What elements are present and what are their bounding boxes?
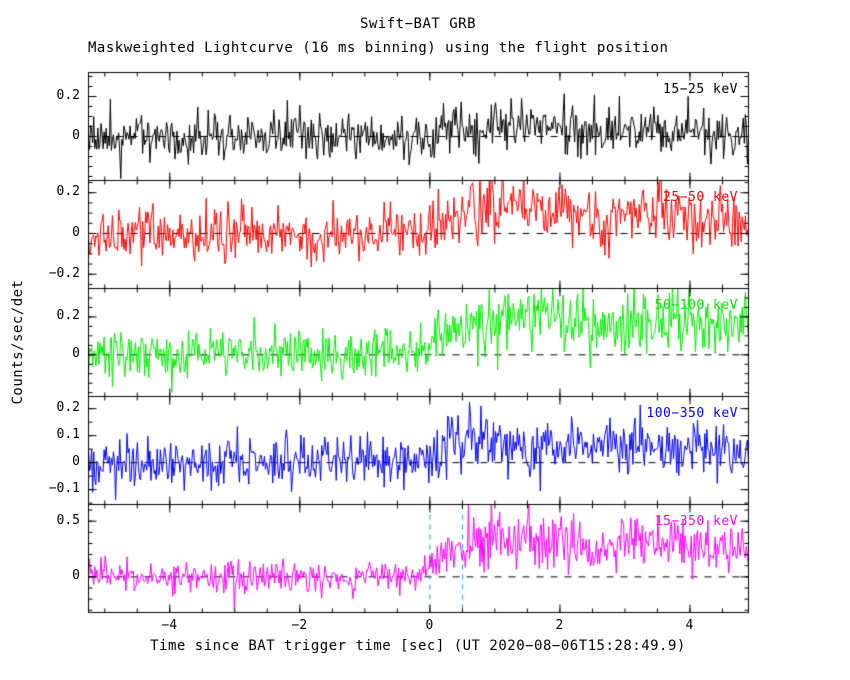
y-tick-label: 0.1 (56, 427, 80, 443)
energy-band-label: 25−50 keV (663, 190, 738, 205)
y-tick-label: 0 (72, 568, 80, 584)
chart-title: Swift−BAT GRB (359, 16, 477, 32)
y-tick-label: −0.2 (48, 265, 80, 281)
y-tick-label: 0.5 (56, 512, 80, 528)
y-tick-label: 0.2 (56, 308, 80, 324)
energy-band-label: 50−100 keV (654, 298, 738, 313)
x-axis-label: Time since BAT trigger time [sec] (UT 20… (150, 638, 686, 654)
y-tick-label: 0.2 (56, 88, 80, 103)
x-tick-label: −4 (161, 618, 178, 633)
y-tick-label: 0.2 (56, 400, 80, 416)
x-tick-label: −2 (291, 618, 308, 633)
x-tick-label: 0 (425, 618, 434, 633)
y-tick-label: 0.2 (56, 184, 80, 200)
x-tick-label: 2 (555, 618, 564, 633)
y-tick-label: −0.1 (48, 481, 80, 497)
y-tick-label: 0 (72, 346, 80, 362)
energy-band-label: 15−350 keV (654, 514, 738, 529)
energy-band-label: 15−25 keV (663, 82, 738, 97)
y-tick-label: 0 (72, 454, 80, 470)
y-tick-label: 0 (72, 128, 80, 143)
y-axis-label: Counts/sec/det (10, 279, 26, 405)
chart-subtitle: Maskweighted Lightcurve (16 ms binning) … (88, 40, 669, 56)
x-tick-label: 4 (685, 618, 694, 633)
energy-band-label: 100−350 keV (646, 406, 738, 421)
y-tick-label: 0 (72, 224, 80, 240)
